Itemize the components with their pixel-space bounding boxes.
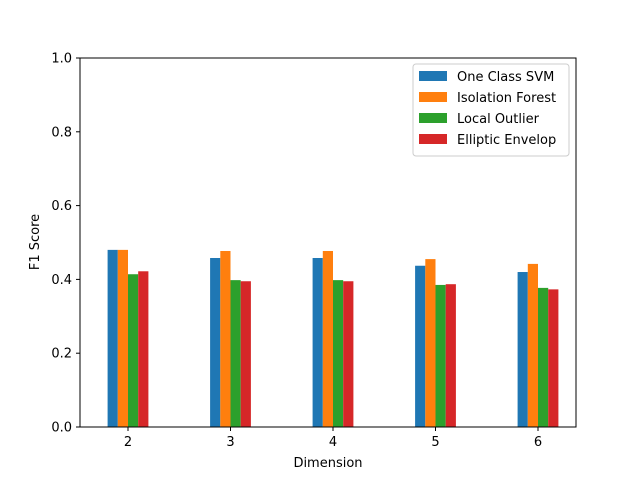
y-tick-label: 0.8 <box>51 125 72 140</box>
bar <box>210 257 221 427</box>
x-axis: 2 3 4 5 6 <box>124 427 542 450</box>
bar <box>107 249 118 427</box>
bars-group <box>107 249 559 427</box>
plot-frame <box>79 57 577 428</box>
x-tick-label: 5 <box>431 435 439 450</box>
legend-label: Elliptic Envelop <box>457 133 556 148</box>
bar <box>425 259 436 427</box>
x-tick-label: 6 <box>534 435 542 450</box>
y-tick-label: 0.4 <box>51 273 72 288</box>
legend-swatch <box>419 134 447 144</box>
x-tick-label: 4 <box>329 435 337 450</box>
legend-swatch <box>419 71 447 81</box>
bar <box>527 263 538 427</box>
legend-label: Isolation Forest <box>457 91 556 106</box>
bar <box>343 281 354 427</box>
x-tick-label: 2 <box>124 435 132 450</box>
y-tick-label: 0.2 <box>51 347 72 362</box>
legend: One Class SVM Isolation Forest Local Outli… <box>412 63 570 157</box>
bar <box>220 250 231 427</box>
bar <box>538 287 549 427</box>
bar <box>445 284 456 427</box>
y-axis: 0.0 0.2 0.4 0.6 0.8 1.0 <box>51 52 80 436</box>
bar <box>333 280 344 427</box>
legend-box <box>412 63 570 157</box>
bar <box>230 280 241 427</box>
y-tick-label: 1.0 <box>51 52 72 67</box>
bar <box>138 271 149 427</box>
y-axis-label: F1 Score <box>28 214 43 270</box>
x-tick-label: 3 <box>226 435 234 450</box>
bar <box>435 284 446 427</box>
bar <box>240 281 251 427</box>
legend-label: One Class SVM <box>457 70 554 85</box>
y-tick-label: 0.6 <box>51 199 72 214</box>
bar <box>517 272 528 427</box>
bar <box>128 274 139 427</box>
x-axis-label: Dimension <box>293 456 362 471</box>
legend-label: Local Outlier <box>457 112 540 127</box>
y-tick-label: 0.0 <box>51 421 72 436</box>
bar <box>312 257 323 427</box>
legend-swatch <box>419 113 447 123</box>
bar <box>322 250 333 427</box>
bar <box>548 289 559 427</box>
bar <box>415 265 426 427</box>
bar <box>117 249 128 427</box>
legend-swatch <box>419 92 447 102</box>
